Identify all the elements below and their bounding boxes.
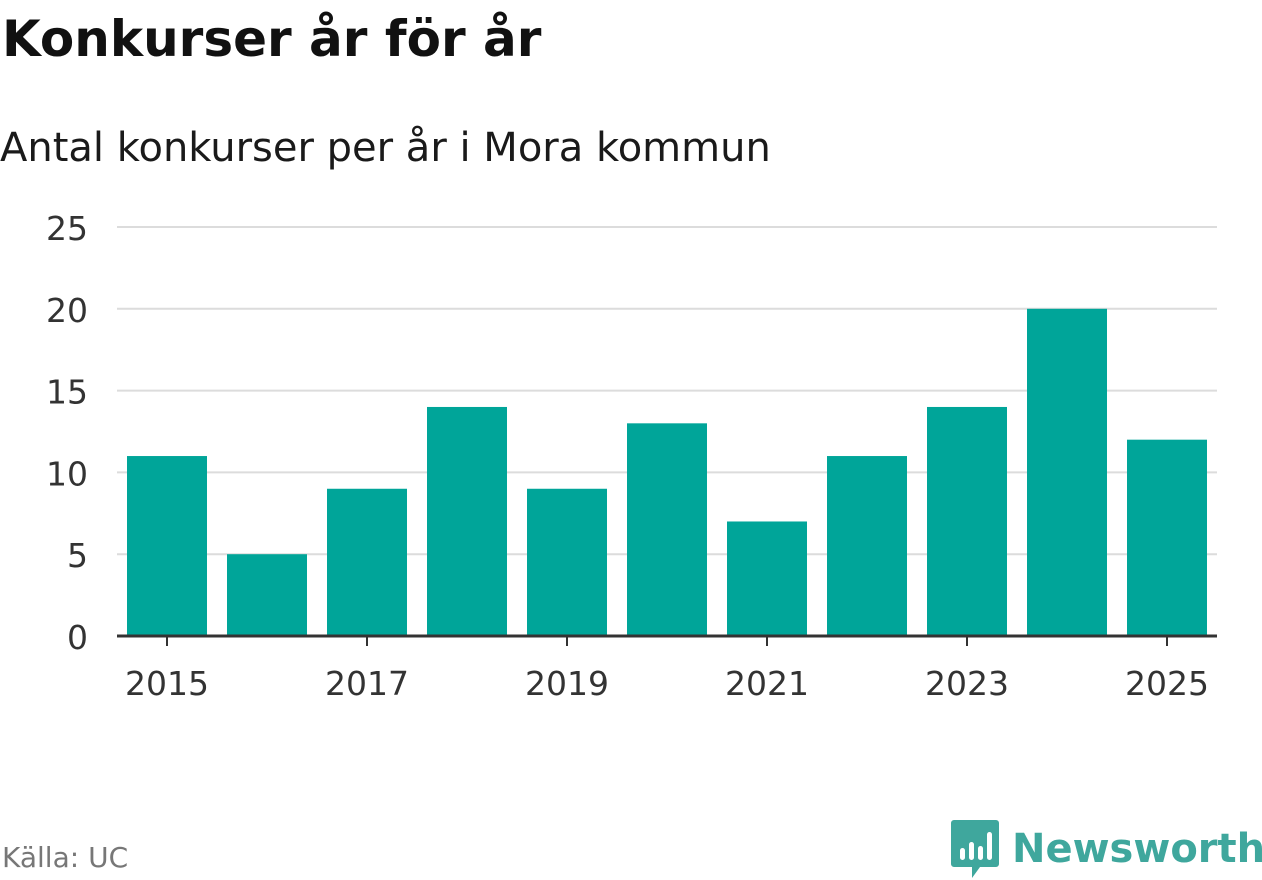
bar-2017 <box>327 488 407 636</box>
bar-2020 <box>627 423 707 636</box>
bar-2021 <box>727 521 807 636</box>
bar-2015 <box>127 456 207 636</box>
x-tick-label: 2017 <box>325 664 409 703</box>
bar-2024 <box>1027 308 1107 636</box>
x-tick-label: 2019 <box>525 664 609 703</box>
bar-2023 <box>927 406 1007 636</box>
y-tick-label: 20 <box>46 291 88 330</box>
y-tick-label: 0 <box>67 618 88 657</box>
y-tick-label: 5 <box>67 536 88 575</box>
chart-title: Konkurser år för år <box>2 10 542 68</box>
x-tick-label: 2015 <box>125 664 209 703</box>
bars <box>127 308 1207 636</box>
x-tick-label: 2023 <box>925 664 1009 703</box>
y-tick-label: 25 <box>46 209 88 248</box>
axes <box>117 634 1217 646</box>
y-tick-label: 10 <box>46 454 88 493</box>
bar-2018 <box>427 406 507 636</box>
bar-2025 <box>1127 439 1207 636</box>
bar-2019 <box>527 488 607 636</box>
bar-2022 <box>827 456 907 636</box>
brand-name: Newsworthy <box>1012 826 1262 872</box>
bar-2016 <box>227 554 307 636</box>
brand-logo: Newsworthy <box>950 818 1262 880</box>
y-tick-label: 15 <box>46 373 88 412</box>
x-tick-label: 2021 <box>725 664 809 703</box>
source-note: Källa: UC <box>2 841 129 874</box>
newsworthy-logo-icon <box>951 820 999 878</box>
x-tick-label: 2025 <box>1125 664 1209 703</box>
chart-subtitle: Antal konkurser per år i Mora kommun <box>0 125 771 171</box>
